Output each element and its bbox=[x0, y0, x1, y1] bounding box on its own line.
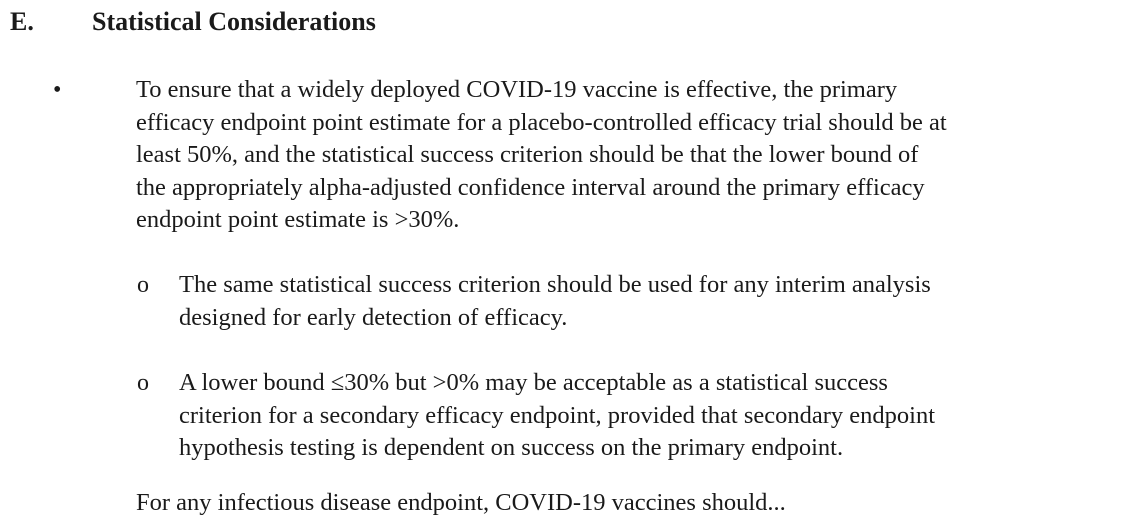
cut-off-paragraph-line: For any infectious disease endpoint, COV… bbox=[136, 489, 786, 516]
paragraph-line: the appropriately alpha-adjusted confide… bbox=[136, 173, 925, 201]
sub-bullet-paragraph: The same statistical success criterion s… bbox=[179, 269, 931, 334]
paragraph-line: To ensure that a widely deployed COVID-1… bbox=[136, 76, 898, 103]
sub-bullet-marker: o bbox=[137, 370, 149, 396]
sub-bullet-marker: o bbox=[137, 272, 149, 298]
paragraph-line: least 50%, and the statistical success c… bbox=[136, 141, 919, 168]
section-heading: E. Statistical Considerations bbox=[10, 4, 376, 40]
paragraph-line: criterion for a secondary efficacy endpo… bbox=[179, 401, 936, 429]
bullet-paragraph: To ensure that a widely deployed COVID-1… bbox=[136, 74, 947, 237]
paragraph-line: hypothesis testing is dependent on succe… bbox=[179, 434, 844, 461]
paragraph-line: efficacy endpoint point estimate for a p… bbox=[136, 108, 947, 136]
document-page: { "section": { "letter": "E.", "title": … bbox=[10, 4, 947, 516]
sub-bullet-paragraph: A lower bound ≤30% but >0% may be accept… bbox=[179, 367, 935, 465]
paragraph-line: The same statistical success criterion s… bbox=[179, 271, 931, 298]
paragraph-line: A lower bound ≤30% but >0% may be accept… bbox=[179, 369, 888, 396]
section-title: Statistical Considerations bbox=[92, 7, 376, 36]
paragraph-line: designed for early detection of efficacy… bbox=[179, 303, 568, 331]
section-letter: E. bbox=[10, 7, 34, 36]
paragraph-line: endpoint point estimate is >30%. bbox=[136, 206, 460, 233]
bullet-marker: • bbox=[53, 77, 62, 103]
